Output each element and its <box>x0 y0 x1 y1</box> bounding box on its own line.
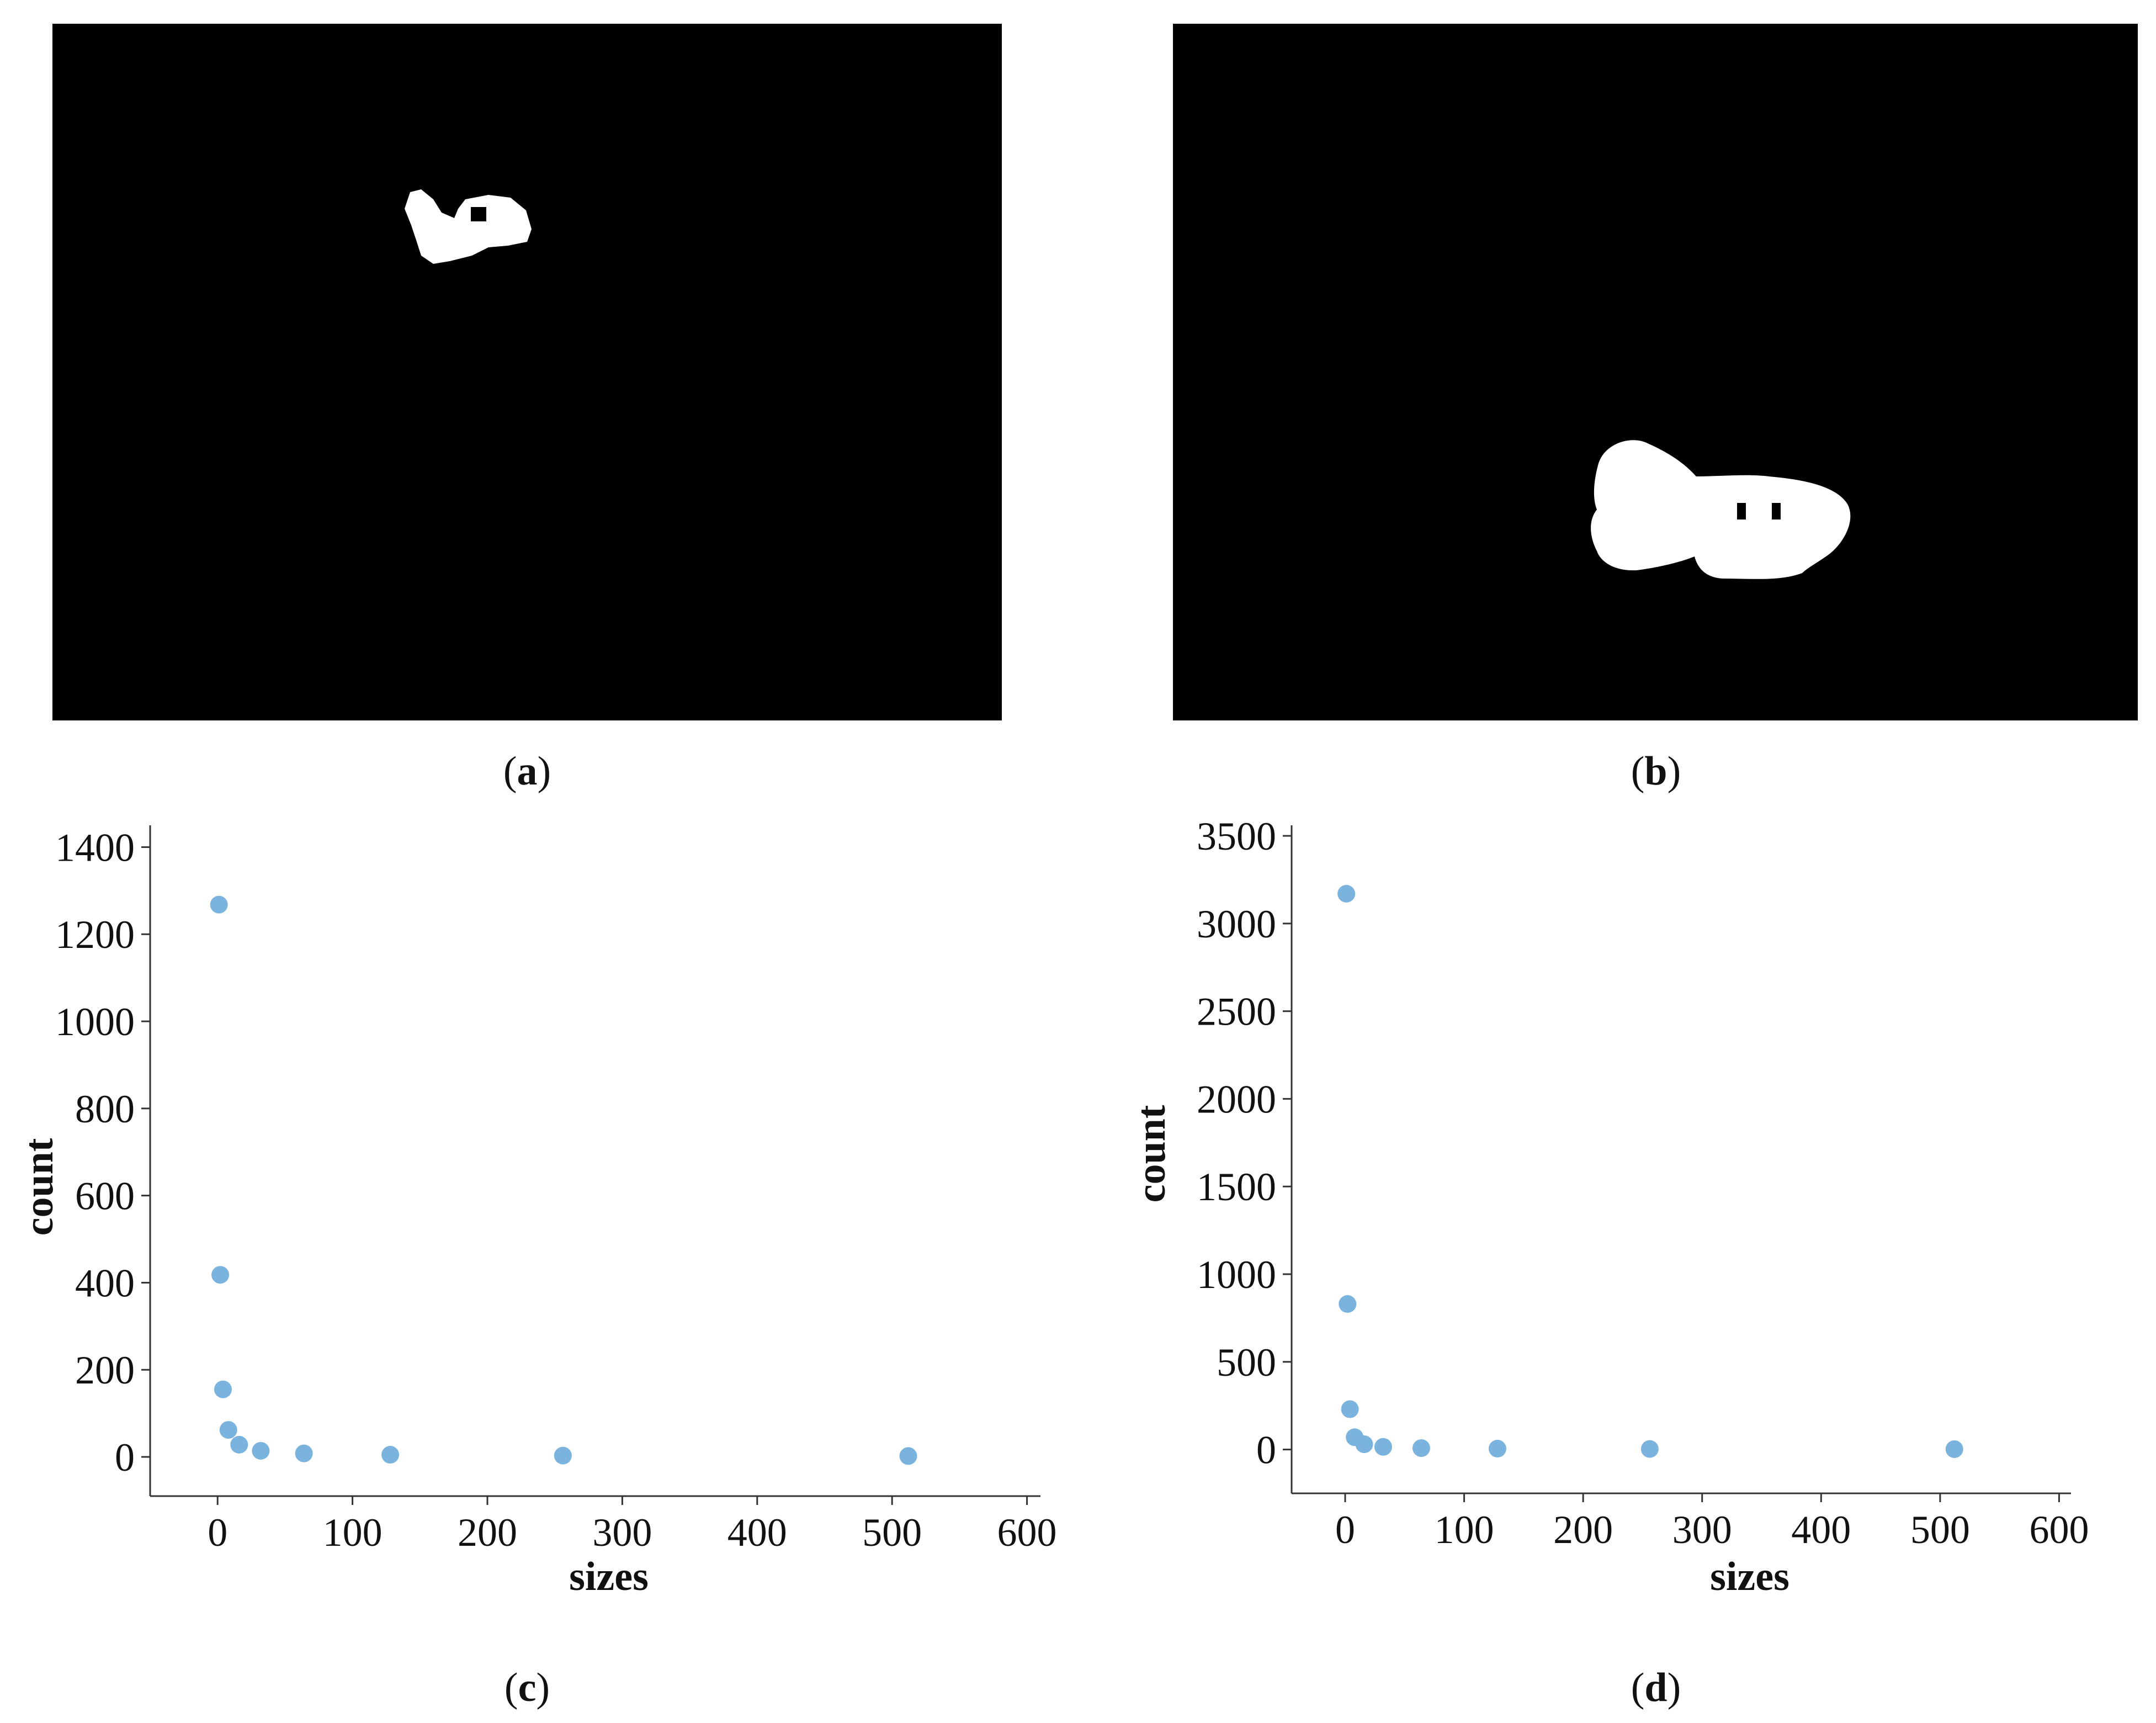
chart-d-x-tick-label: 500 <box>1910 1508 1970 1552</box>
chart-c-data-point <box>210 895 228 914</box>
chart-d-x-tick-label: 200 <box>1553 1508 1613 1552</box>
chart-c-x-axis-title: sizes <box>569 1554 649 1599</box>
caption-c: (c) <box>504 1665 550 1710</box>
mask-b-hole-1 <box>1737 503 1746 519</box>
chart-c-x-tick-label: 400 <box>727 1510 787 1555</box>
chart-d-data-point <box>1341 1400 1359 1418</box>
chart-c-data-point <box>230 1435 248 1454</box>
chart-d-data-point <box>1339 1295 1357 1313</box>
chart-c-points <box>210 895 917 1465</box>
chart-c-data-point <box>899 1447 917 1465</box>
chart-d-y-tick-label: 3000 <box>1197 902 1276 946</box>
chart-c-y-tick-label: 1400 <box>55 825 135 870</box>
mask-image-b <box>1173 24 2138 720</box>
chart-d-points <box>1337 884 1963 1458</box>
chart-c-x-tick-label: 0 <box>208 1510 227 1555</box>
scatter-chart-c: 0 200 400 600 800 1000 1200 1400 0 100 200 300 400 5… <box>0 795 1082 1612</box>
chart-c-y-ticks: 0 200 400 600 800 1000 1200 1400 <box>55 825 150 1480</box>
chart-c-x-tick-label: 600 <box>997 1510 1057 1555</box>
chart-c-y-tick-label: 1200 <box>55 913 135 957</box>
chart-c-y-tick-label: 0 <box>115 1435 135 1480</box>
chart-c-data-point <box>554 1446 572 1465</box>
mask-a-drawing <box>405 189 532 264</box>
chart-c-data-point <box>219 1421 237 1439</box>
chart-d-y-tick-label: 3500 <box>1197 814 1276 858</box>
chart-d-y-axis-title: count <box>1129 1105 1174 1202</box>
caption-b: (b) <box>1631 749 1681 794</box>
chart-d-data-point <box>1412 1439 1430 1457</box>
chart-d-x-tick-label: 300 <box>1672 1508 1732 1552</box>
chart-c-y-axis-title: count <box>17 1138 62 1236</box>
chart-d-y-tick-label: 500 <box>1217 1340 1276 1385</box>
chart-c-svg: 0 200 400 600 800 1000 1200 1400 0 100 200 300 400 5… <box>17 825 1057 1599</box>
chart-d-data-point <box>1355 1435 1373 1454</box>
caption-a: (a) <box>503 749 551 794</box>
chart-d-x-ticks: 0 100 200 300 400 500 600 <box>1335 1493 2089 1552</box>
chart-c-x-tick-label: 200 <box>458 1510 517 1555</box>
chart-d-x-tick-label: 100 <box>1435 1508 1494 1552</box>
chart-d-y-tick-label: 2500 <box>1197 990 1276 1034</box>
chart-d-x-tick-label: 600 <box>2029 1508 2089 1552</box>
chart-c-y-tick-label: 1000 <box>55 1000 135 1044</box>
chart-d-y-ticks: 0 500 1000 1500 2000 2500 3000 3500 <box>1197 814 1292 1472</box>
chart-d-data-point <box>1374 1438 1392 1456</box>
chart-c-data-point <box>214 1380 232 1398</box>
chart-d-y-tick-label: 1000 <box>1197 1253 1276 1297</box>
chart-c-y-tick-label: 600 <box>75 1174 135 1218</box>
chart-c-data-point <box>211 1266 230 1284</box>
chart-d-y-tick-label: 1500 <box>1197 1165 1276 1209</box>
chart-c-data-point <box>252 1441 270 1460</box>
chart-d-x-tick-label: 400 <box>1791 1508 1851 1552</box>
chart-c-y-tick-label: 400 <box>75 1261 135 1305</box>
chart-c-x-ticks: 0 100 200 300 400 500 600 <box>208 1496 1057 1555</box>
chart-d-y-tick-label: 2000 <box>1197 1077 1276 1121</box>
mask-a-blob <box>405 189 532 264</box>
scatter-chart-d: 0 500 1000 1500 2000 2500 3000 3500 0 100 200 300 4… <box>1126 795 2156 1612</box>
caption-d: (d) <box>1631 1665 1681 1710</box>
mask-b-blob <box>1591 440 1851 579</box>
chart-d-x-axis-title: sizes <box>1710 1554 1789 1599</box>
chart-c-x-tick-label: 300 <box>592 1510 652 1555</box>
mask-b-drawing <box>1591 440 1851 579</box>
mask-a-notch <box>471 207 486 221</box>
chart-d-data-point <box>1945 1440 1963 1458</box>
chart-d-data-point <box>1640 1440 1659 1458</box>
chart-d-x-tick-label: 0 <box>1335 1508 1355 1552</box>
chart-c-data-point <box>295 1444 313 1462</box>
chart-d-y-tick-label: 0 <box>1256 1428 1276 1472</box>
chart-c-x-tick-label: 100 <box>323 1510 383 1555</box>
chart-d-data-point <box>1337 884 1356 903</box>
chart-c-y-tick-label: 800 <box>75 1087 135 1131</box>
mask-image-a <box>52 24 1002 720</box>
chart-d-svg: 0 500 1000 1500 2000 2500 3000 3500 0 100 200 300 4… <box>1129 814 2089 1599</box>
chart-d-data-point <box>1488 1440 1506 1458</box>
chart-c-x-tick-label: 500 <box>862 1510 922 1555</box>
chart-c-data-point <box>381 1446 400 1464</box>
mask-b-hole-2 <box>1772 503 1781 519</box>
chart-c-y-tick-label: 200 <box>75 1348 135 1392</box>
